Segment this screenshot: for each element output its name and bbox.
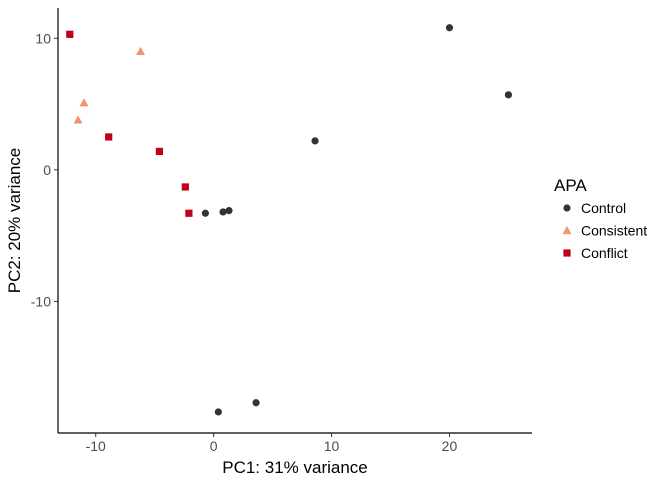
y-axis-title: PC2: 20% variance	[5, 148, 24, 294]
data-point-conflict	[181, 183, 189, 191]
legend-key-control	[563, 204, 571, 212]
y-axis-ticks: 10 0 -10	[31, 30, 58, 309]
data-point-control	[201, 209, 209, 217]
y-tick-label: 0	[43, 162, 51, 178]
data-point-control	[214, 408, 222, 416]
x-tick-label: 10	[324, 438, 340, 454]
x-axis-title: PC1: 31% variance	[222, 458, 368, 477]
data-point-control	[445, 24, 454, 32]
legend-label-consistent: Consistent	[581, 223, 647, 239]
legend-title: APA	[554, 176, 587, 195]
data-point-conflict	[105, 133, 113, 141]
legend-key-conflict	[563, 249, 571, 257]
data-point-consistent	[136, 46, 146, 56]
x-tick-label: 0	[210, 438, 218, 454]
data-point-consistent	[79, 98, 89, 107]
data-point-conflict	[66, 30, 74, 38]
data-point-control	[225, 207, 233, 215]
legend: APA Control Consistent Conflict	[554, 176, 647, 261]
y-tick-label: 10	[35, 30, 51, 46]
legend-key-consistent	[562, 226, 572, 235]
data-point-conflict	[155, 147, 164, 156]
data-points	[66, 24, 513, 416]
legend-label-control: Control	[581, 200, 626, 216]
axes	[57, 8, 532, 434]
data-point-control	[504, 91, 513, 99]
y-tick-label: -10	[31, 293, 51, 309]
data-point-control	[252, 399, 260, 407]
x-axis-ticks: -10 0 10 20	[86, 433, 458, 454]
data-point-control	[219, 208, 227, 216]
data-point-control	[311, 137, 319, 145]
x-tick-label: 20	[442, 438, 458, 454]
x-tick-label: -10	[86, 438, 106, 454]
data-point-consistent	[73, 115, 83, 124]
legend-label-conflict: Conflict	[581, 245, 628, 261]
data-point-conflict	[185, 209, 193, 217]
